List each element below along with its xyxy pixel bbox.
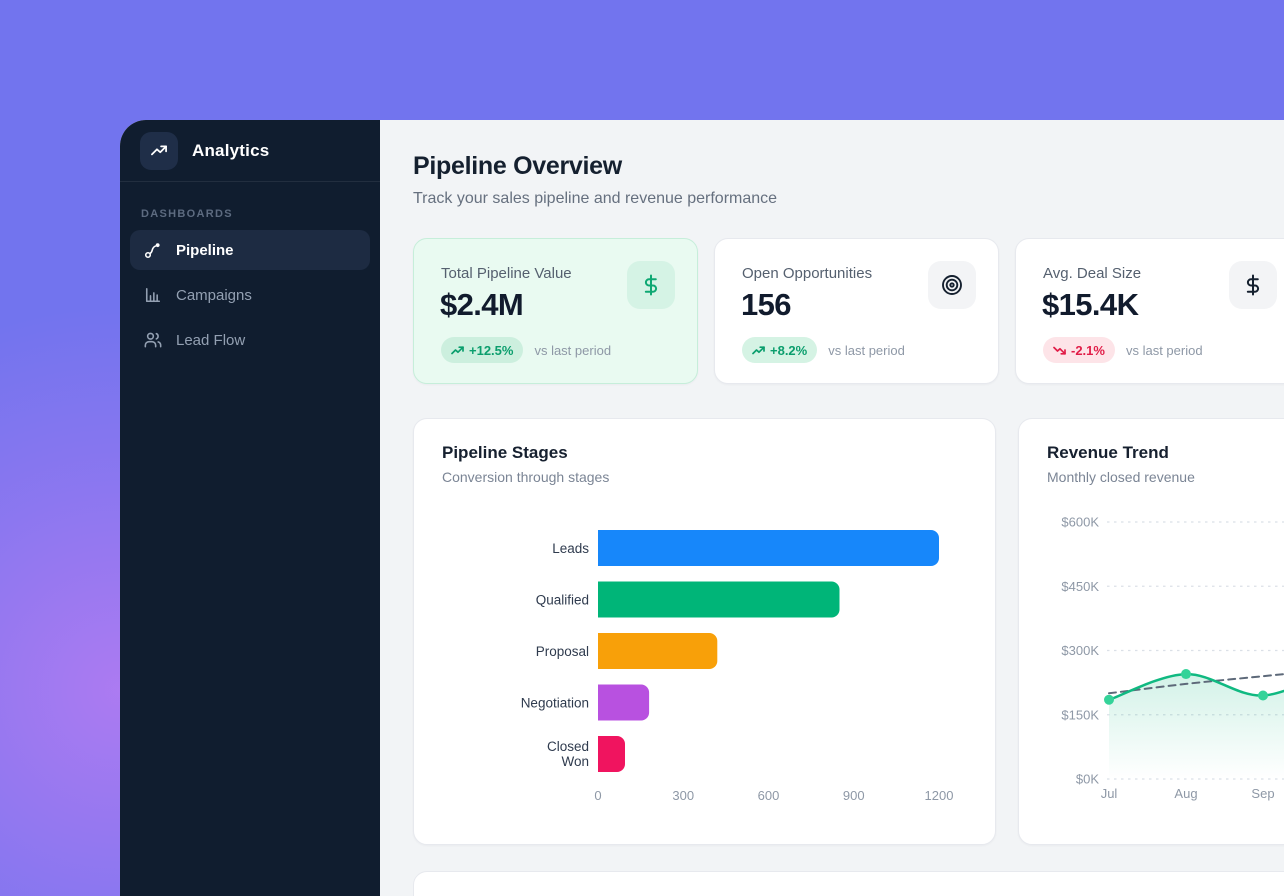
svg-text:Qualified: Qualified xyxy=(536,593,589,608)
change-badge: -2.1% xyxy=(1043,337,1115,363)
compare-label: vs last period xyxy=(534,342,612,358)
app-title: Analytics xyxy=(192,140,270,160)
svg-text:$0K: $0K xyxy=(1076,772,1099,787)
pipeline-stages-bar-chart: Leads Qualified Proposal Negotiation Closed W… xyxy=(521,530,954,803)
sidebar-item-label: Pipeline xyxy=(176,241,234,259)
change-badge: +8.2% xyxy=(742,337,818,363)
dollar-icon xyxy=(1229,261,1277,309)
change-value: -2.1% xyxy=(1071,342,1105,358)
chart-title: Revenue Trend xyxy=(1047,443,1169,462)
svg-text:900: 900 xyxy=(843,788,865,803)
chart-subtitle: Conversion through stages xyxy=(442,469,610,485)
stat-card-open-opportunities: Open Opportunities 156 +8.2% vs last per… xyxy=(714,238,999,384)
svg-text:Jul: Jul xyxy=(1101,786,1118,801)
svg-text:$600K: $600K xyxy=(1061,515,1099,530)
svg-text:$150K: $150K xyxy=(1061,707,1099,722)
svg-text:1200: 1200 xyxy=(925,788,954,803)
compare-label: vs last period xyxy=(828,342,905,358)
compare-label: vs last period xyxy=(1125,342,1203,358)
stat-label: Avg. Deal Size xyxy=(1043,265,1142,282)
trend-up-icon xyxy=(451,345,464,354)
svg-text:0: 0 xyxy=(594,788,601,803)
sidebar: Analytics DASHBOARDS Pipeline Campai xyxy=(120,120,380,896)
users-icon xyxy=(144,332,162,348)
revenue-trend-line-chart: $0K $150K $300K $450K $600K Jul Aug Sep xyxy=(1061,515,1284,801)
svg-text:Leads: Leads xyxy=(552,541,589,556)
change-value: +12.5% xyxy=(469,342,514,358)
stat-label: Total Pipeline Value xyxy=(441,265,572,282)
main-content: Pipeline Overview Track your sales pipel… xyxy=(380,120,1284,896)
sidebar-item-label: Lead Flow xyxy=(176,331,246,349)
sidebar-item-pipeline[interactable]: Pipeline xyxy=(130,230,370,270)
stat-label: Open Opportunities xyxy=(742,265,873,282)
sidebar-item-lead-flow[interactable]: Lead Flow xyxy=(130,320,370,360)
svg-text:Aug: Aug xyxy=(1174,786,1197,801)
bar-chart-icon xyxy=(145,287,161,303)
stat-value: $15.4K xyxy=(1042,287,1139,322)
app-window: Analytics DASHBOARDS Pipeline Campai xyxy=(120,120,1284,896)
sidebar-section-label: DASHBOARDS xyxy=(141,208,233,220)
stat-card-total-pipeline-value: Total Pipeline Value $2.4M +12.5% vs las… xyxy=(413,238,698,384)
trend-down-icon xyxy=(1053,346,1066,355)
svg-text:$450K: $450K xyxy=(1061,579,1099,594)
sidebar-item-campaigns[interactable]: Campaigns xyxy=(130,275,370,315)
svg-text:$300K: $300K xyxy=(1061,643,1099,658)
svg-text:Proposal: Proposal xyxy=(536,644,589,659)
svg-text:Sep: Sep xyxy=(1251,786,1274,801)
route-icon xyxy=(144,243,160,259)
stat-value: $2.4M xyxy=(440,287,524,322)
svg-text:600: 600 xyxy=(758,788,780,803)
dollar-icon xyxy=(627,261,675,309)
svg-text:Negotiation: Negotiation xyxy=(521,696,589,711)
sidebar-nav: Pipeline Campaigns Lead Flow xyxy=(120,230,380,360)
page-title: Pipeline Overview xyxy=(413,152,622,180)
svg-text:300: 300 xyxy=(672,788,694,803)
pipeline-stages-card: Pipeline Stages Conversion through stage… xyxy=(413,418,996,845)
trend-up-icon xyxy=(752,345,765,354)
change-badge: +12.5% xyxy=(441,337,524,363)
stat-value: 156 xyxy=(741,287,792,322)
page-subtitle: Track your sales pipeline and revenue pe… xyxy=(413,190,778,207)
bottom-card xyxy=(413,871,1284,896)
stat-card-avg-deal-size: Avg. Deal Size $15.4K -2.1% vs last peri… xyxy=(1015,238,1284,384)
sidebar-header: Analytics xyxy=(120,120,380,182)
chart-subtitle: Monthly closed revenue xyxy=(1047,469,1195,485)
target-icon xyxy=(928,261,976,309)
chart-title: Pipeline Stages xyxy=(442,443,568,462)
change-value: +8.2% xyxy=(770,342,808,358)
analytics-logo-icon xyxy=(140,131,178,170)
revenue-trend-card: Revenue Trend Monthly closed revenue $0K… xyxy=(1018,418,1284,845)
sidebar-item-label: Campaigns xyxy=(176,286,252,304)
